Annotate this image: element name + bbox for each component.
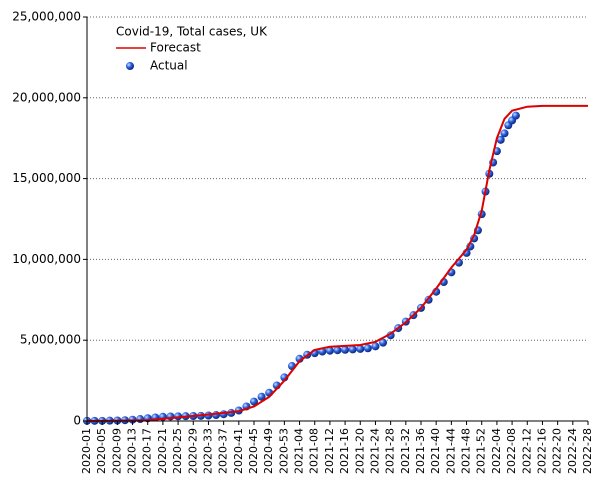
- y-tick-label: 15,000,000: [12, 171, 81, 185]
- x-tick-label: 2021-36: [414, 428, 427, 474]
- x-tick-label: 2021-20: [353, 428, 366, 474]
- x-tick-label: 2021-24: [368, 428, 381, 474]
- grid: [87, 16, 588, 341]
- x-tick-label: 2022-20: [551, 428, 564, 474]
- x-tick-label: 2020-05: [95, 428, 108, 474]
- x-tick-label: 2022-04: [490, 428, 503, 474]
- y-tick-label: 10,000,000: [12, 252, 81, 266]
- x-tick-label: 2021-04: [293, 428, 306, 474]
- x-tick-label: 2020-25: [171, 428, 184, 474]
- x-tick-label: 2020-01: [80, 428, 93, 474]
- actual-point: [379, 338, 388, 347]
- x-tick-label: 2021-52: [475, 428, 488, 474]
- legend-title: Covid-19, Total cases, UK: [116, 25, 268, 39]
- actual-point: [348, 345, 357, 354]
- legend: Covid-19, Total cases, UK Forecast Actua…: [116, 25, 268, 73]
- x-tick-label: 2021-48: [460, 428, 473, 474]
- x-tick-label: 2022-16: [535, 428, 548, 474]
- actual-point: [496, 135, 505, 144]
- x-tick-label: 2020-17: [141, 428, 154, 474]
- x-tick-label: 2020-33: [201, 428, 214, 474]
- legend-label: Actual: [150, 59, 188, 73]
- forecast-line: [86, 104, 588, 422]
- x-tick-label: 2021-16: [338, 428, 351, 474]
- x-tick-label: 2021-40: [429, 428, 442, 474]
- actual-point: [325, 346, 334, 355]
- x-tick-label: 2021-44: [444, 428, 457, 474]
- y-tick-label: 0: [73, 414, 81, 428]
- x-tick-label: 2020-29: [186, 428, 199, 474]
- x-tick-label: 2020-13: [126, 428, 139, 474]
- y-tick-label: 25,000,000: [12, 10, 81, 24]
- actual-point: [341, 345, 350, 354]
- y-tick-label: 20,000,000: [12, 90, 81, 104]
- x-tick-label: 2020-53: [277, 428, 290, 474]
- actual-point: [500, 129, 509, 138]
- x-tick-label: 2021-08: [308, 428, 321, 474]
- marks: [83, 104, 588, 425]
- x-tick-label: 2020-41: [232, 428, 245, 474]
- x-tick-label: 2021-32: [399, 428, 412, 474]
- x-tick-label: 2022-28: [581, 428, 594, 474]
- actual-point: [212, 411, 221, 420]
- legend-marker: [126, 62, 134, 70]
- x-tick-label: 2020-45: [247, 428, 260, 474]
- legend-label: Forecast: [150, 41, 201, 55]
- actual-point: [356, 344, 365, 353]
- y-tick-label: 5,000,000: [20, 333, 81, 347]
- actual-point: [333, 346, 342, 355]
- actual-point: [136, 415, 145, 424]
- actual-point: [257, 392, 266, 401]
- x-tick-label: 2022-12: [520, 428, 533, 474]
- actual-point: [511, 111, 520, 120]
- x-tick-label: 2020-37: [217, 428, 230, 474]
- x-tick-label: 2022-08: [505, 428, 518, 474]
- actual-point: [219, 410, 228, 419]
- x-tick-label: 2020-49: [262, 428, 275, 474]
- x-tick-label: 2020-09: [110, 428, 123, 474]
- actual-point: [363, 344, 372, 353]
- x-tick-label: 2020-21: [156, 428, 169, 474]
- x-tick-label: 2021-12: [323, 428, 336, 474]
- actual-point: [371, 342, 380, 351]
- x-tick-label: 2021-28: [384, 428, 397, 474]
- x-tick-label: 2022-24: [566, 428, 579, 474]
- actual-point: [250, 397, 258, 406]
